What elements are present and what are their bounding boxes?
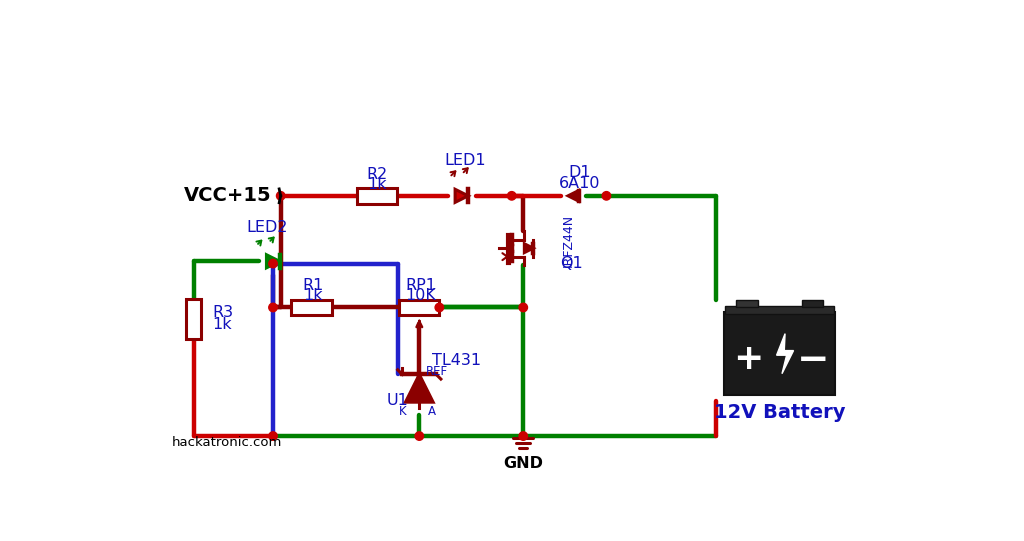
Bar (292, 300, 332, 315)
Text: 1k: 1k (368, 177, 387, 192)
Text: GND: GND (503, 456, 544, 471)
Text: R3: R3 (212, 305, 233, 320)
Text: +: + (733, 342, 764, 377)
Text: U1: U1 (387, 393, 409, 408)
Text: 1k: 1k (212, 317, 231, 332)
Polygon shape (455, 189, 468, 202)
Text: 12V Battery: 12V Battery (714, 403, 846, 421)
Text: −: − (797, 340, 829, 379)
Bar (725, 306, 834, 314)
Circle shape (415, 432, 424, 440)
Text: IRFZ44N: IRFZ44N (562, 214, 574, 267)
Polygon shape (266, 255, 280, 268)
Text: R1: R1 (302, 279, 324, 293)
Bar (802, 300, 823, 307)
Text: D1: D1 (568, 165, 591, 180)
Text: K: K (398, 405, 407, 418)
Text: VCC+15: VCC+15 (184, 186, 271, 206)
Text: Q1: Q1 (560, 256, 583, 271)
Circle shape (268, 304, 278, 312)
Circle shape (602, 192, 610, 200)
Polygon shape (776, 334, 794, 374)
Text: R2: R2 (367, 167, 388, 182)
Text: 6A10: 6A10 (559, 176, 600, 191)
Polygon shape (524, 244, 534, 253)
Circle shape (519, 304, 527, 312)
Text: LED1: LED1 (444, 153, 485, 168)
Circle shape (508, 192, 516, 200)
Text: 1k: 1k (303, 288, 323, 304)
Text: REF: REF (425, 365, 447, 378)
Bar (736, 300, 758, 307)
Polygon shape (406, 374, 433, 402)
Polygon shape (568, 190, 579, 201)
Circle shape (276, 192, 285, 200)
Bar (186, 299, 202, 339)
Text: RP1: RP1 (406, 279, 436, 293)
Circle shape (435, 304, 443, 312)
Text: 10K: 10K (406, 288, 436, 304)
Bar (357, 188, 397, 203)
Bar (724, 312, 836, 395)
Text: hackatronic.com: hackatronic.com (172, 436, 282, 448)
Circle shape (268, 259, 278, 268)
Circle shape (268, 432, 278, 440)
Bar (399, 300, 439, 315)
Text: TL431: TL431 (432, 353, 480, 368)
Text: LED2: LED2 (246, 220, 288, 235)
Text: A: A (428, 405, 435, 418)
Circle shape (519, 432, 527, 440)
